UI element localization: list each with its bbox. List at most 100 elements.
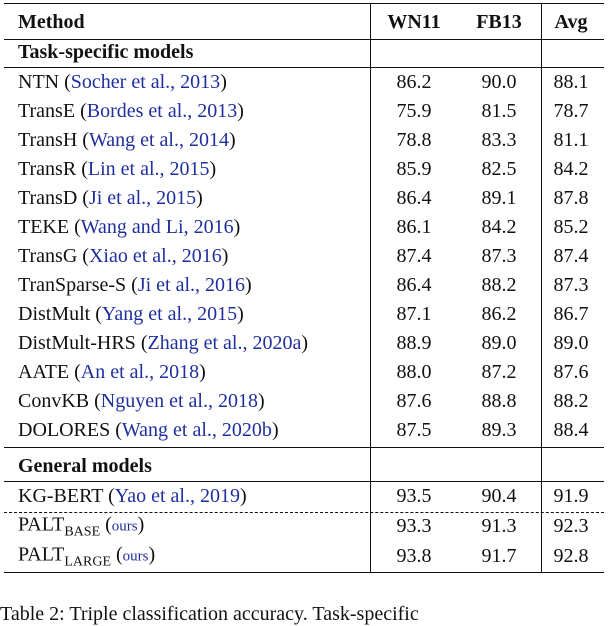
score-cell: 87.3 [481, 245, 517, 267]
score-cell: 86.4 [396, 274, 432, 296]
score-cell: 84.2 [553, 158, 589, 180]
method-name: TEKE [18, 216, 70, 238]
header-cell: FB13 [476, 11, 522, 33]
method-name: TransH [18, 129, 78, 151]
score-cell: 90.4 [481, 485, 517, 507]
method-name: TranSparse-S [18, 274, 127, 296]
score-cell: 87.1 [396, 303, 432, 325]
score-cell: 89.3 [481, 419, 517, 441]
citation: Wang and Li, 2016 [80, 216, 234, 238]
score-cell: 88.2 [481, 274, 517, 296]
score-cell: 88.4 [553, 419, 589, 441]
section-rule [4, 67, 604, 68]
score-cell: 81.1 [553, 129, 589, 151]
section-rule [4, 447, 604, 448]
citation: Socher et al., 2013 [70, 71, 221, 93]
method-cell: NTN (Socher et al., 2013) [18, 71, 227, 93]
citation: Wang et al., 2014 [88, 129, 229, 151]
score-cell: 88.8 [481, 390, 517, 412]
citation: Yao et al., 2019 [114, 485, 240, 507]
method-name: TransG [18, 245, 78, 267]
score-cell: 88.9 [396, 332, 432, 354]
score-cell: 86.4 [396, 187, 432, 209]
method-cell: DistMult-HRS (Zhang et al., 2020a) [18, 332, 308, 354]
score-cell: 83.3 [481, 129, 517, 151]
score-cell: 75.9 [396, 100, 432, 122]
citation: Ji et al., 2016 [137, 274, 246, 296]
score-cell: 87.4 [396, 245, 432, 267]
score-cell: 92.8 [553, 545, 589, 567]
citation: Nguyen et al., 2018 [100, 390, 258, 412]
score-cell: 81.5 [481, 100, 517, 122]
score-cell: 87.6 [553, 361, 589, 383]
method-cell: DOLORES (Wang et al., 2020b) [18, 419, 279, 441]
score-cell: 85.2 [553, 216, 589, 238]
score-cell: 89.0 [553, 332, 589, 354]
method-subscript: LARGE [64, 554, 111, 570]
method-name: TransR [18, 158, 77, 180]
section-rule [4, 481, 604, 482]
method-name: PALT [18, 513, 65, 536]
score-cell: 88.0 [396, 361, 432, 383]
column-rule [541, 3, 542, 573]
score-cell: 85.9 [396, 158, 432, 180]
method-name: NTN [18, 71, 60, 93]
score-cell: 84.2 [481, 216, 517, 238]
page: {"header": {"method": "Method", "wn11": … [0, 3, 604, 625]
method-cell: TransE (Bordes et al., 2013) [18, 100, 244, 122]
score-cell: 91.9 [553, 485, 589, 507]
score-cell: 82.5 [481, 158, 517, 180]
score-cell: 88.2 [553, 390, 589, 412]
header-cell: Method [18, 11, 85, 33]
method-name: KG-BERT [18, 485, 104, 507]
dashed-rule [4, 512, 604, 513]
score-cell: 86.2 [396, 71, 432, 93]
score-cell: 91.7 [481, 545, 517, 567]
citation: Zhang et al., 2020a [147, 332, 302, 354]
method-cell: PALTLARGE (ours) [18, 543, 156, 570]
score-cell: 87.6 [396, 390, 432, 412]
score-cell: 92.3 [553, 515, 589, 537]
score-cell: 87.5 [396, 419, 432, 441]
method-cell: ConvKB (Nguyen et al., 2018) [18, 390, 265, 412]
method-cell: TEKE (Wang and Li, 2016) [18, 216, 241, 238]
score-cell: 78.8 [396, 129, 432, 151]
method-cell: TransG (Xiao et al., 2016) [18, 245, 229, 267]
citation: Wang et al., 2020b [121, 419, 272, 441]
citation: Lin et al., 2015 [87, 158, 210, 180]
citation: An et al., 2018 [80, 361, 200, 383]
top-rule [4, 3, 604, 4]
citation: Bordes et al., 2013 [86, 100, 238, 122]
citation: ours [111, 518, 138, 535]
method-cell: KG-BERT (Yao et al., 2019) [18, 485, 247, 507]
citation: ours [122, 548, 149, 565]
section-title: Task-specific models [18, 41, 194, 63]
method-name: PALT [18, 543, 65, 566]
score-cell: 91.3 [481, 515, 517, 537]
score-cell: 93.5 [396, 485, 432, 507]
score-cell: 87.4 [553, 245, 589, 267]
method-cell: DistMult (Yang et al., 2015) [18, 303, 244, 325]
score-cell: 93.8 [396, 545, 432, 567]
method-cell: TransR (Lin et al., 2015) [18, 158, 217, 180]
method-name: DistMult [18, 303, 91, 325]
score-cell: 86.7 [553, 303, 589, 325]
header-cell: WN11 [387, 11, 441, 33]
score-cell: 87.3 [553, 274, 589, 296]
citation: Ji et al., 2015 [88, 187, 197, 209]
method-cell: TranSparse-S (Ji et al., 2016) [18, 274, 252, 296]
citation: Xiao et al., 2016 [88, 245, 222, 267]
section-title: General models [18, 455, 152, 477]
method-cell: PALTBASE (ours) [18, 513, 145, 540]
method-name: TransE [18, 100, 76, 122]
score-cell: 87.8 [553, 187, 589, 209]
score-cell: 86.2 [481, 303, 517, 325]
score-cell: 87.2 [481, 361, 517, 383]
score-cell: 88.1 [553, 71, 589, 93]
method-name: TransD [18, 187, 78, 209]
method-name: AATE [18, 361, 70, 383]
score-cell: 89.0 [481, 332, 517, 354]
citation: Yang et al., 2015 [101, 303, 238, 325]
method-name: DOLORES [18, 419, 111, 441]
method-cell: TransD (Ji et al., 2015) [18, 187, 203, 209]
